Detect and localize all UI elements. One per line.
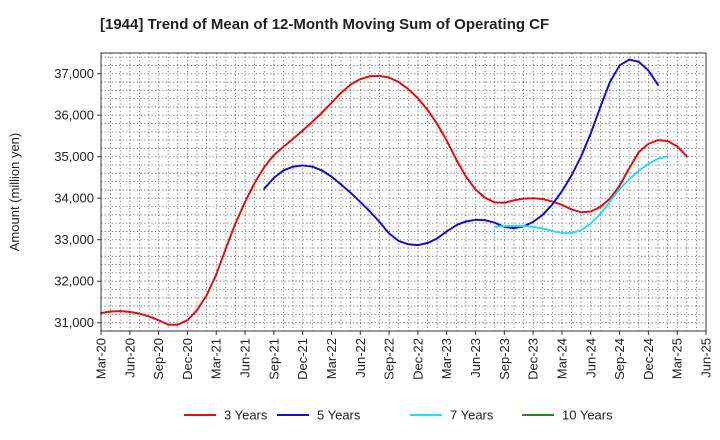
legend: 3 Years 5 Years 7 Years 10 Years — [184, 408, 613, 423]
x-tick-label: Dec-23 — [526, 338, 541, 380]
y-tick-label: 35,000 — [54, 149, 94, 164]
x-tick-label: Dec-22 — [410, 338, 425, 380]
plot-area-frame — [100, 52, 707, 332]
y-tick-label: 31,000 — [54, 315, 94, 330]
x-tick-label: Jun-22 — [353, 338, 368, 378]
x-tick-label: Mar-25 — [670, 338, 685, 379]
x-tick-label: Mar-22 — [324, 338, 339, 379]
x-tick-label: Mar-24 — [554, 338, 569, 379]
x-tick-label: Sep-20 — [151, 338, 166, 380]
x-tick-label: Dec-21 — [295, 338, 310, 380]
series-layer — [100, 58, 688, 326]
series-line-7-years — [493, 155, 669, 235]
legend-label-10-years: 10 Years — [562, 408, 613, 423]
y-tick-label: 37,000 — [54, 66, 94, 81]
x-tick-label: Sep-21 — [266, 338, 281, 380]
x-tick-label: Sep-22 — [382, 338, 397, 380]
x-axis-ticks: Mar-20 Jun-20 Sep-20 Dec-20 Mar-21 Jun-21 Sep-… — [94, 331, 714, 380]
series-line-5-years — [263, 58, 659, 247]
y-tick-label: 36,000 — [54, 108, 94, 123]
x-tick-label: Mar-21 — [209, 338, 224, 379]
x-tick-label: Sep-23 — [497, 338, 512, 380]
x-tick-label: Jun-21 — [238, 338, 253, 378]
y-tick-label: 33,000 — [54, 232, 94, 247]
y-tick-label: 32,000 — [54, 274, 94, 289]
x-tick-label: Jun-20 — [122, 338, 137, 378]
x-tick-label: Jun-25 — [699, 338, 714, 378]
x-tick-label: Jun-23 — [468, 338, 483, 378]
x-tick-label: Jun-24 — [583, 338, 598, 378]
y-tick-label: 34,000 — [54, 191, 94, 206]
legend-label-5-years: 5 Years — [317, 408, 361, 423]
x-tick-label: Dec-20 — [180, 338, 195, 380]
x-tick-label: Dec-24 — [641, 338, 656, 380]
x-tick-label: Sep-24 — [612, 338, 627, 380]
grid-layer — [101, 53, 706, 331]
legend-label-7-years: 7 Years — [450, 408, 494, 423]
legend-label-3-years: 3 Years — [224, 408, 268, 423]
chart-title: [1944] Trend of Mean of 12-Month Moving … — [100, 16, 549, 33]
x-tick-label: Mar-23 — [439, 338, 454, 379]
series-line-3-years — [100, 74, 688, 326]
x-tick-label: Mar-20 — [94, 338, 109, 379]
y-axis-ticks: 31,000 32,000 33,000 34,000 35,000 36,000 37,0… — [54, 66, 101, 330]
y-axis-label: Amount (million yen) — [7, 133, 22, 252]
